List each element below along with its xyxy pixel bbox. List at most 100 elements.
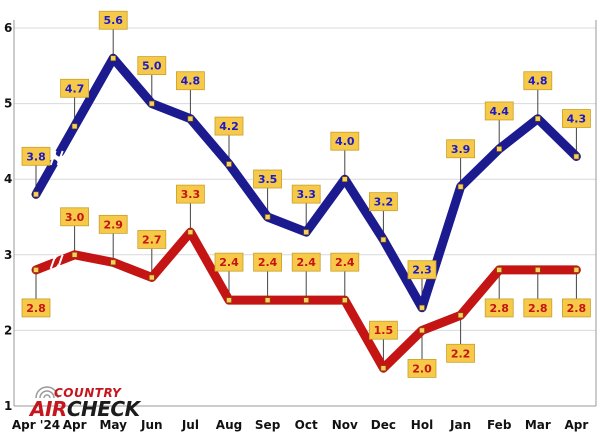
data-point-marker — [573, 267, 580, 273]
data-label: 2.4 — [219, 256, 239, 269]
x-tick-label: May — [99, 418, 127, 432]
data-label: 2.0 — [412, 362, 432, 375]
data-label: 3.2 — [374, 196, 394, 209]
data-label-box — [446, 343, 476, 363]
y-tick-label: 3 — [4, 248, 12, 262]
data-label: 3.3 — [181, 188, 201, 201]
data-label-box — [60, 78, 89, 98]
data-point-marker — [149, 274, 155, 281]
axis-break-mark — [49, 254, 57, 270]
data-label: 2.4 — [296, 256, 316, 269]
x-tick-label: Jul — [181, 418, 199, 432]
data-point-marker — [380, 236, 387, 243]
x-tick-label: Feb — [487, 418, 512, 432]
data-label-box — [291, 252, 321, 272]
data-point-marker — [226, 161, 232, 167]
data-label: 2.3 — [412, 264, 432, 277]
data-label: 2.4 — [258, 256, 278, 269]
x-tick-label: Aug — [216, 418, 242, 432]
data-point-marker — [33, 191, 39, 198]
x-tick-label: Apr '24 — [12, 418, 60, 432]
data-point-marker — [303, 229, 310, 235]
data-point-marker — [187, 229, 194, 235]
data-point-marker — [534, 115, 541, 122]
data-label: 4.8 — [528, 75, 548, 88]
x-tick-label: Oct — [295, 418, 318, 432]
series-line-segment — [31, 258, 58, 275]
data-point-marker — [33, 267, 39, 273]
data-label-box — [368, 192, 398, 212]
data-label: 5.0 — [142, 60, 162, 73]
data-label: 5.6 — [103, 14, 123, 27]
data-label-box — [407, 260, 437, 280]
axis-break-mark — [56, 254, 64, 270]
data-point-marker — [419, 304, 425, 311]
data-label: 4.4 — [489, 105, 509, 118]
x-tick-label: Sep — [255, 418, 281, 432]
data-label-box — [253, 169, 283, 189]
data-label-box — [137, 56, 167, 75]
data-label: 3.5 — [258, 173, 278, 186]
data-point-marker — [187, 115, 194, 122]
logo-country-text: COUNTRY — [54, 386, 122, 400]
data-label-box — [330, 131, 360, 151]
data-point-marker — [110, 259, 116, 266]
country-aircheck-logo: COUNTRY AIRCHECK — [26, 386, 140, 428]
data-point-marker — [149, 100, 155, 107]
data-label: 4.2 — [219, 120, 239, 133]
data-point-marker — [264, 214, 271, 220]
data-label-box — [21, 298, 51, 318]
data-label-box — [98, 214, 128, 234]
data-label: 2.8 — [528, 302, 548, 315]
data-label-box — [484, 298, 514, 318]
data-point-marker — [457, 312, 464, 319]
x-tick-label: Hol — [411, 418, 433, 432]
data-point-marker — [380, 365, 387, 372]
data-label: 3.8 — [26, 150, 46, 163]
data-label: 2.4 — [335, 256, 355, 269]
data-label-box — [253, 252, 283, 272]
data-point-marker — [496, 267, 503, 273]
data-point-marker — [341, 176, 348, 182]
data-label-box — [368, 320, 398, 340]
data-label: 4.8 — [181, 75, 201, 88]
data-label-box — [60, 207, 89, 227]
data-label-box — [214, 116, 244, 136]
data-label: 4.0 — [335, 135, 355, 148]
data-label: 3.9 — [451, 143, 471, 156]
data-point-marker — [303, 297, 310, 303]
data-point-marker — [71, 123, 78, 130]
x-tick-label: Mar — [525, 418, 551, 432]
data-label-box — [523, 71, 553, 91]
data-point-marker — [457, 183, 464, 190]
data-label: 2.9 — [103, 218, 123, 231]
data-label-box — [330, 252, 360, 272]
data-point-marker — [71, 252, 78, 258]
axis-break-mark — [49, 150, 57, 166]
data-label-box — [407, 358, 437, 378]
data-label-box — [446, 139, 476, 159]
x-tick-label: Apr — [63, 418, 87, 432]
data-point-marker — [534, 267, 541, 273]
data-label-box — [562, 109, 591, 128]
y-tick-label: 2 — [4, 323, 12, 337]
data-point-marker — [226, 297, 232, 303]
data-point-marker — [264, 297, 271, 303]
logo-check-text: CHECK — [66, 397, 140, 421]
data-label-box — [484, 101, 514, 121]
x-tick-label: Dec — [371, 418, 396, 432]
logo-air-text: AIR — [30, 397, 67, 421]
y-tick-label: 1 — [4, 399, 12, 413]
data-label: 3.3 — [296, 188, 316, 201]
data-label: 2.2 — [451, 347, 471, 360]
data-label: 2.8 — [26, 302, 46, 315]
data-label: 4.7 — [65, 82, 85, 95]
x-tick-label: Apr — [565, 418, 589, 432]
data-label-box — [562, 298, 591, 318]
x-tick-label: Jun — [140, 418, 163, 432]
x-tick-label: Jan — [449, 418, 471, 432]
data-point-marker — [341, 297, 348, 303]
data-label: 1.5 — [374, 324, 394, 337]
